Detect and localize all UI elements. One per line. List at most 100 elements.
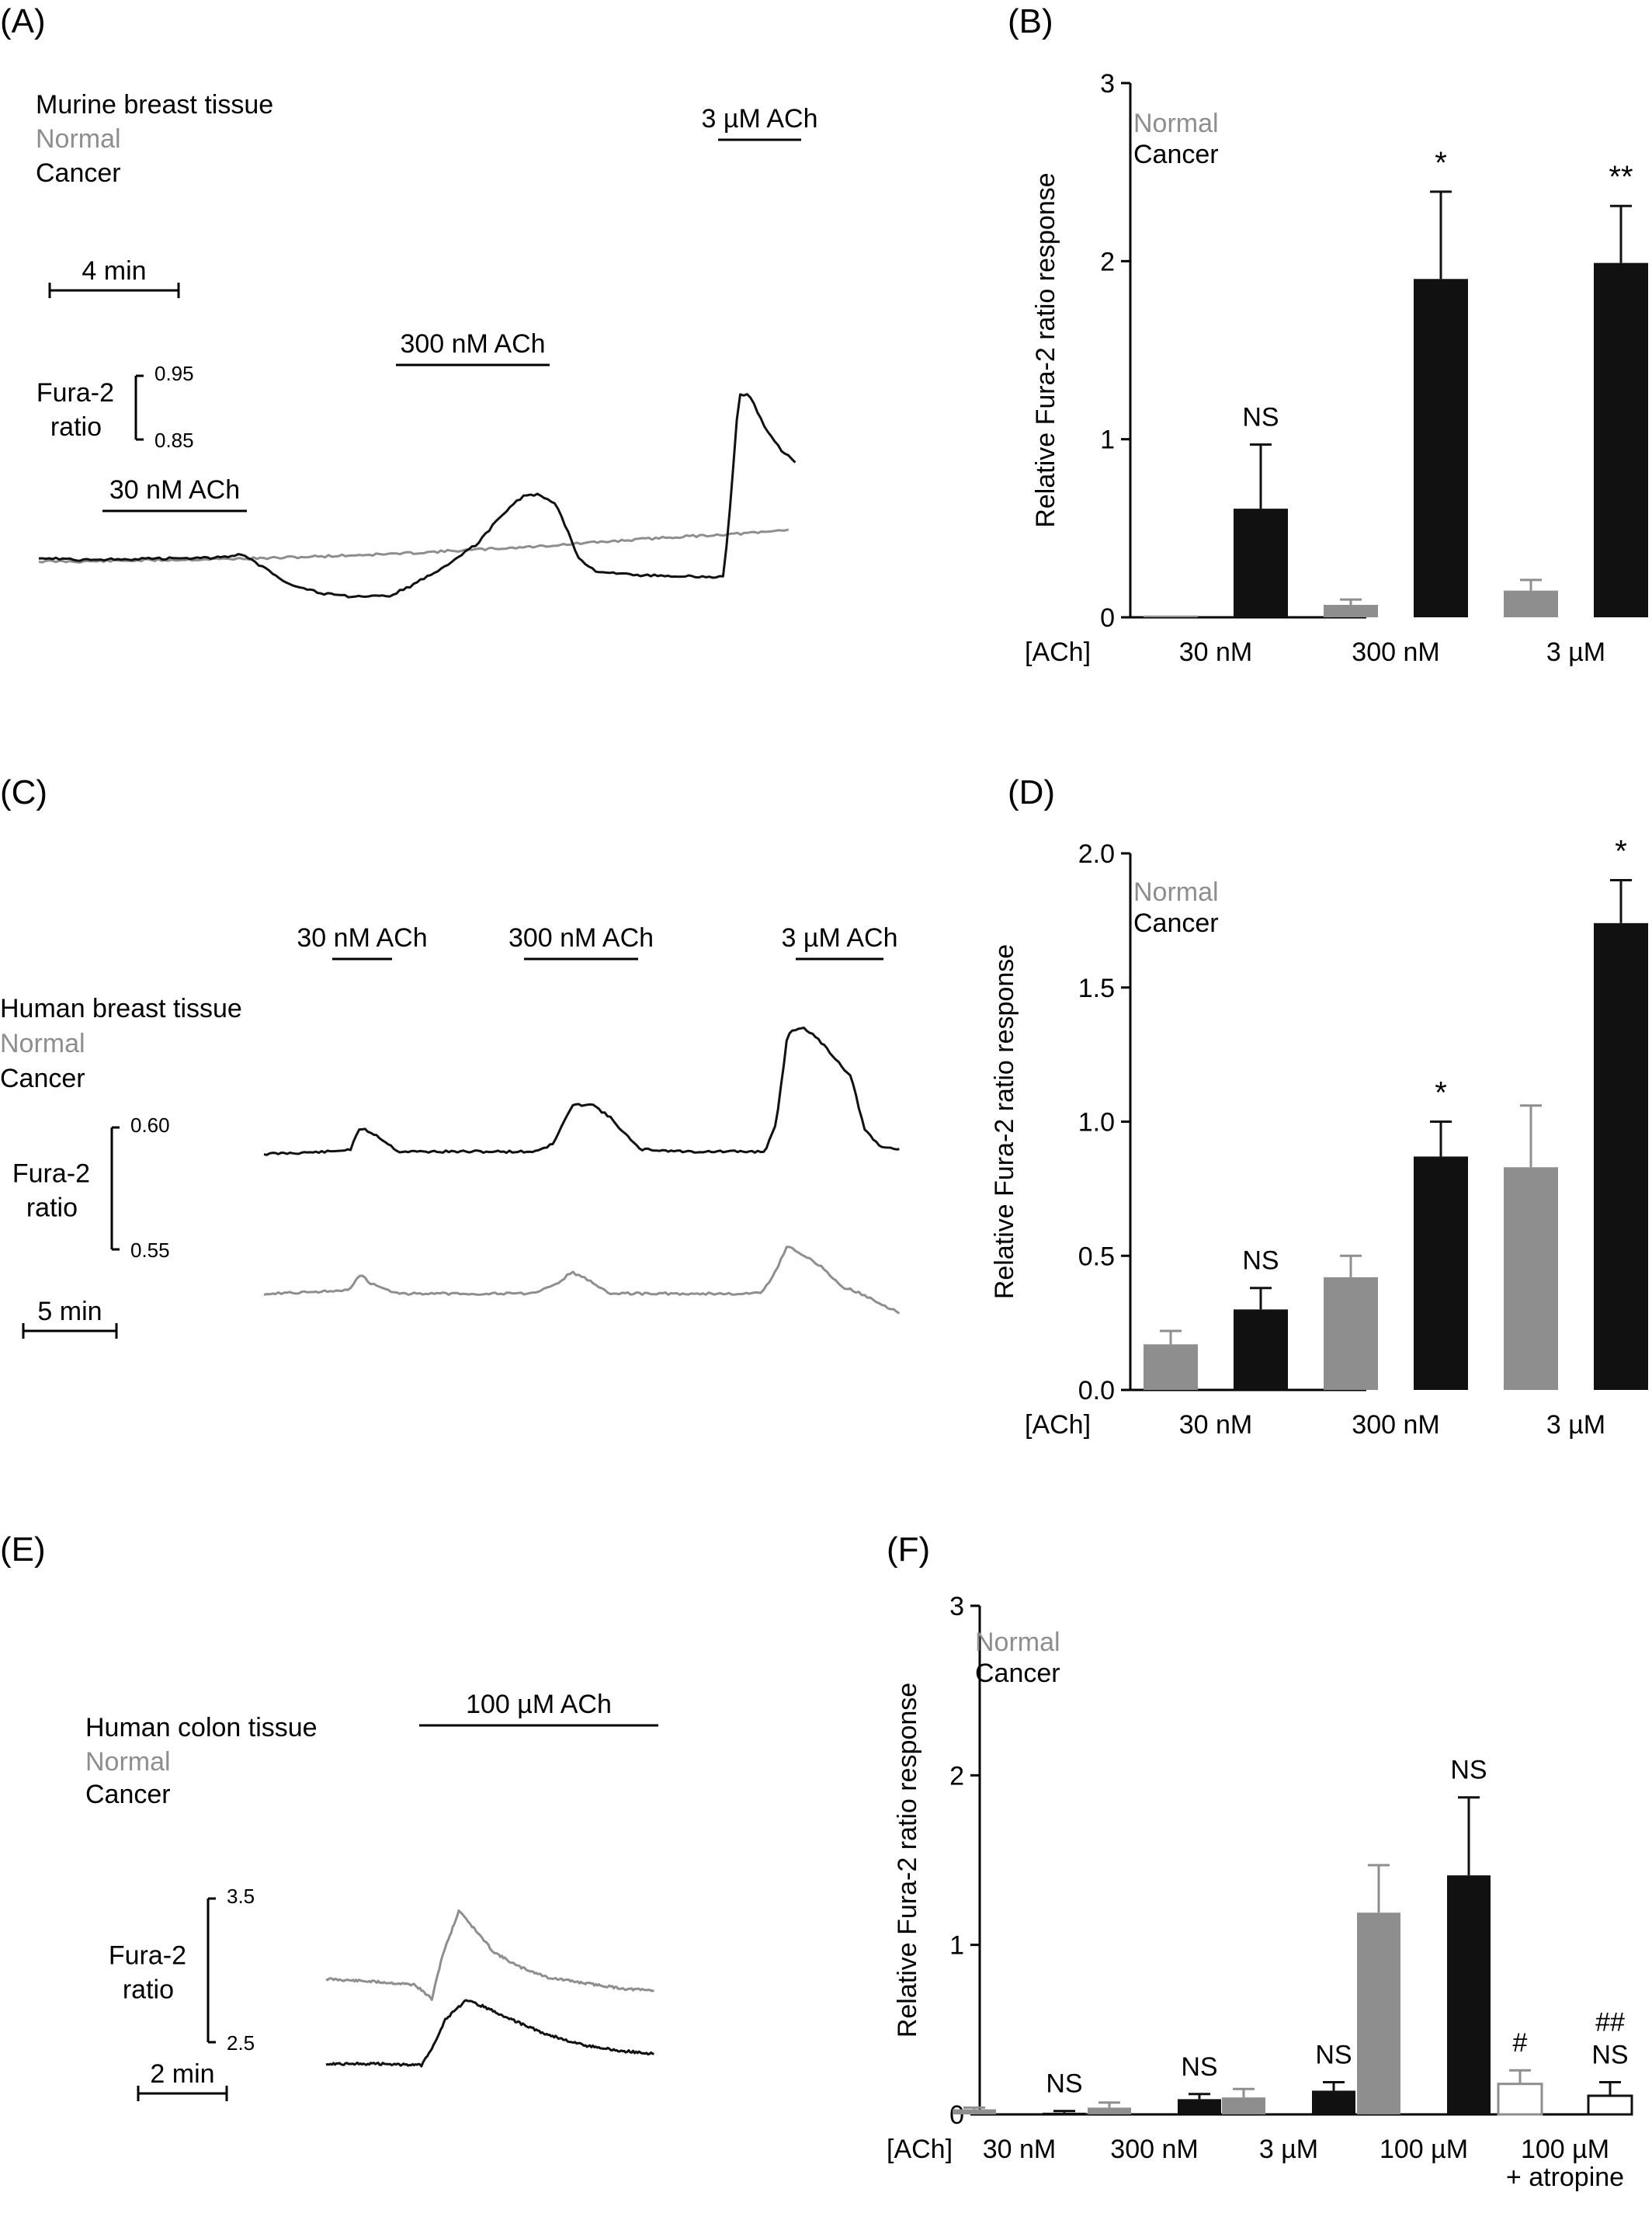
x-tick-sublabel: + atropine	[1506, 2163, 1624, 2192]
stimulus-label: 30 nM ACh	[109, 475, 240, 505]
normal-bar	[953, 2109, 996, 2114]
cancer-legend-label: Cancer	[85, 1780, 171, 1809]
significance-label: *	[1615, 835, 1627, 869]
normal-bar	[1504, 590, 1558, 617]
cancer-bar	[1043, 2112, 1086, 2114]
cancer-trace	[325, 1999, 654, 2068]
significance-label: NS	[1242, 403, 1279, 433]
significance-label: NS	[1591, 2041, 1628, 2070]
ratio-scale-top-value: 3.5	[227, 1885, 255, 1908]
significance-label: NS	[1242, 1246, 1279, 1276]
cancer-bar	[1234, 1309, 1288, 1390]
y-axis-label: Relative Fura-2 ratio response	[1031, 172, 1060, 527]
y-tick-label: 1.0	[1078, 1108, 1115, 1138]
cancer-bar	[1587, 2094, 1633, 2116]
x-tick-label: 300 nM	[1352, 638, 1439, 667]
ratio-scale-label: ratio	[26, 1193, 78, 1223]
cancer-trace	[263, 1027, 900, 1156]
y-tick-label: 1	[949, 1931, 964, 1961]
panel-b: (B) 0 1 2 3 Relative Fura-2 ratio response Nor…	[1008, 2, 1648, 667]
significance-label: NS	[1315, 2041, 1352, 2070]
legend-cancer: Cancer	[1133, 140, 1219, 169]
normal-bar	[1144, 615, 1198, 617]
y-tick-label: 0.0	[1078, 1376, 1115, 1405]
time-scale-label: 4 min	[82, 256, 146, 286]
panel-label: (A)	[0, 2, 46, 40]
panel-label: (B)	[1008, 2, 1053, 40]
normal-trace	[325, 1909, 654, 2001]
x-tick-label: 100 µM	[1380, 2135, 1468, 2164]
legend-normal: Normal	[1133, 109, 1219, 138]
y-axis-label: Relative Fura-2 ratio response	[893, 1683, 922, 2038]
stimulus-label: 3 µM ACh	[702, 104, 818, 134]
cancer-bar	[1234, 509, 1288, 617]
x-tick-label: 30 nM	[1179, 1410, 1253, 1440]
panel-e: (E) Human colon tissue Normal Cancer 100 µM …	[0, 1530, 658, 2101]
cancer-bar	[1594, 922, 1648, 1390]
significance-label: NS	[1450, 1756, 1487, 1785]
x-tick-label: 3 µM	[1259, 2135, 1318, 2164]
panel-a: (A) Murine breast tissue Normal Cancer 30 nM…	[0, 2, 818, 599]
panel-c: (C) Human breast tissue Normal Cancer 30 nM …	[0, 773, 901, 1339]
normal-trace	[263, 1246, 901, 1315]
x-tick-label: 100 µM	[1521, 2135, 1609, 2164]
x-tick-label: 3 µM	[1546, 1410, 1605, 1440]
tissue-label: Murine breast tissue	[36, 90, 273, 120]
normal-bar	[1497, 2083, 1543, 2116]
stimulus-label: 100 µM ACh	[466, 1690, 612, 1719]
y-tick-label: 2.0	[1078, 839, 1115, 869]
ratio-scale-label: Fura-2	[36, 378, 114, 408]
normal-bar	[1222, 2097, 1265, 2114]
time-scale-label: 2 min	[150, 2059, 214, 2089]
stimulus-label: 300 nM ACh	[508, 923, 654, 953]
stimulus-label: 30 nM ACh	[297, 923, 427, 953]
y-tick-label: 3	[1100, 69, 1115, 99]
ratio-scale-bottom-value: 2.5	[227, 2031, 255, 2055]
significance-label: *	[1435, 1076, 1447, 1110]
normal-bar	[1324, 604, 1378, 617]
panel-label: (F)	[887, 1530, 930, 1569]
normal-bar	[1504, 1167, 1558, 1390]
ratio-scale-bottom-value: 0.55	[130, 1239, 170, 1262]
cancer-bar	[1312, 2090, 1355, 2114]
significance-label: NS	[1181, 2052, 1217, 2082]
significance-label: *	[1435, 146, 1447, 180]
y-axis-label: Relative Fura-2 ratio response	[990, 944, 1019, 1299]
normal-legend-label: Normal	[85, 1747, 171, 1777]
tissue-label: Human colon tissue	[85, 1713, 318, 1742]
x-tick-label: 30 nM	[1179, 638, 1253, 667]
ratio-scale-bottom-value: 0.85	[154, 429, 194, 452]
normal-legend-label: Normal	[36, 124, 121, 154]
normal-legend-label: Normal	[0, 1029, 85, 1058]
time-scale-label: 5 min	[37, 1297, 102, 1326]
significance-label: NS	[1046, 2069, 1082, 2099]
ratio-scale-label: Fura-2	[12, 1159, 90, 1189]
ratio-scale-label: ratio	[123, 1975, 174, 2005]
legend-normal: Normal	[975, 1628, 1060, 1657]
normal-bar	[1324, 1277, 1378, 1390]
stimulus-label: 3 µM ACh	[782, 923, 898, 953]
cancer-legend-label: Cancer	[36, 158, 121, 188]
panel-label: (E)	[0, 1530, 46, 1569]
panel-label: (C)	[0, 773, 47, 811]
x-tick-label: 30 nM	[983, 2135, 1057, 2164]
y-tick-label: 0	[1100, 603, 1115, 633]
cancer-bar	[1414, 1156, 1468, 1390]
tissue-label: Human breast tissue	[0, 994, 242, 1023]
ratio-scale-label: ratio	[50, 412, 102, 442]
legend-cancer: Cancer	[1133, 909, 1219, 938]
cancer-bar	[1594, 262, 1648, 617]
significance-label: **	[1609, 160, 1633, 194]
x-tick-label: 300 nM	[1352, 1410, 1439, 1440]
y-tick-label: 2	[949, 1761, 964, 1791]
y-tick-label: 1.5	[1078, 974, 1115, 1003]
atropine-significance-label: #	[1513, 2028, 1528, 2058]
cancer-bar	[1447, 1875, 1491, 2114]
cancer-legend-label: Cancer	[0, 1064, 85, 1093]
panel-f: (F) 0 1 2 3 Relative Fura-2 ratio response Nor…	[887, 1530, 1633, 2192]
cancer-trace	[38, 393, 796, 599]
y-tick-label: 2	[1100, 247, 1115, 276]
y-tick-label: 0	[949, 2100, 964, 2130]
panel-label: (D)	[1008, 773, 1055, 811]
